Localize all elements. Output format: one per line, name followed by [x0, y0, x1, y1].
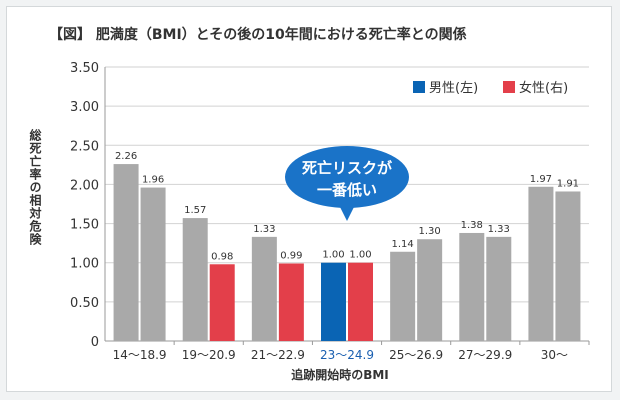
bar-male	[390, 251, 416, 341]
legend-swatch-female	[503, 81, 515, 93]
x-tick-label: 25～26.9	[389, 348, 443, 362]
x-tick-label: 21～22.9	[251, 348, 305, 362]
x-tick-label: 23～24.9	[320, 348, 374, 362]
y-tick-label: 1.00	[70, 257, 99, 272]
callout-text: 死亡リスクが	[302, 159, 393, 177]
bar-male	[251, 236, 277, 341]
callout-text: 一番低い	[317, 181, 377, 199]
chart-frame: 【図】 肥満度（BMI）とその後の10年間における死亡率との関係 総死亡率の相対…	[6, 6, 612, 392]
bar-female	[417, 239, 443, 341]
x-axis-label: 追跡開始時のBMI	[291, 367, 389, 382]
callout-pointer	[338, 203, 356, 221]
bar-value-label: 1.33	[488, 224, 510, 235]
bar-male	[528, 186, 554, 341]
y-tick-label: 0.50	[70, 296, 99, 311]
bar-value-label: 0.99	[280, 250, 302, 261]
callout-bubble	[285, 146, 409, 208]
bar-value-label: 0.98	[211, 251, 233, 262]
bar-female	[209, 264, 235, 341]
bar-value-label: 1.00	[322, 250, 344, 261]
bar-male	[459, 232, 485, 341]
bar-value-label: 1.33	[253, 224, 275, 235]
bar-chart: 【図】 肥満度（BMI）とその後の10年間における死亡率との関係 総死亡率の相対…	[28, 26, 590, 382]
y-tick-label: 1.50	[70, 218, 99, 233]
y-tick-label: 2.50	[70, 139, 99, 154]
bar-female	[348, 262, 373, 341]
bar-value-label: 1.91	[557, 178, 579, 189]
x-tick-label: 19～20.9	[182, 348, 236, 362]
chart-title: 【図】 肥満度（BMI）とその後の10年間における死亡率との関係	[49, 26, 467, 43]
bar-male	[321, 262, 346, 341]
bar-value-label: 1.30	[419, 226, 441, 237]
y-tick-label: 2.00	[70, 178, 99, 193]
x-tick-label: 14～18.9	[113, 348, 167, 362]
legend-label: 女性(右)	[519, 80, 568, 96]
y-axis-label: 総死亡率の相対危険	[28, 128, 42, 246]
bar-female	[555, 191, 581, 341]
bar-female	[140, 187, 166, 341]
bar-male	[182, 218, 208, 341]
bar-value-label: 1.57	[184, 205, 206, 216]
bar-value-label: 1.00	[349, 250, 371, 261]
bar-value-label: 1.97	[530, 174, 552, 185]
x-tick-label: 27～29.9	[458, 348, 512, 362]
bar-value-label: 1.14	[392, 239, 414, 250]
y-tick-label: 0	[91, 335, 99, 350]
legend-label: 男性(左)	[429, 81, 478, 96]
x-tick-label: 30～	[541, 348, 568, 362]
bar-male	[113, 164, 139, 341]
bar-value-label: 2.26	[115, 151, 137, 162]
y-tick-label: 3.00	[70, 100, 99, 115]
bar-female	[278, 263, 304, 341]
y-tick-label: 3.50	[70, 61, 99, 76]
bar-female	[486, 236, 512, 341]
legend-swatch-male	[413, 81, 425, 93]
bar-value-label: 1.38	[461, 220, 483, 231]
bar-value-label: 1.96	[142, 175, 164, 186]
